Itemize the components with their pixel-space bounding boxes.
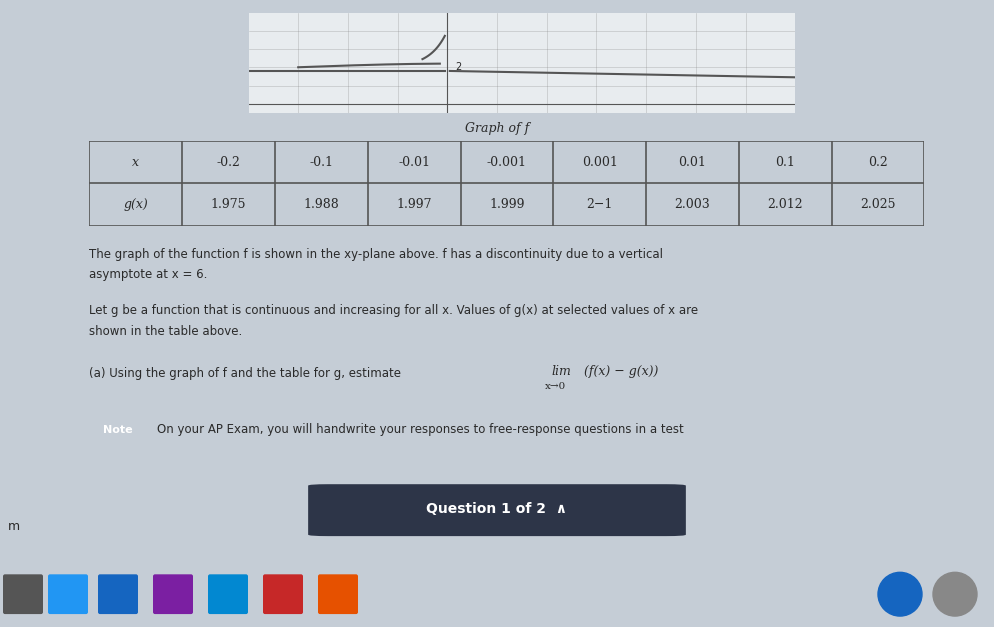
FancyBboxPatch shape <box>48 574 88 614</box>
Text: 1.999: 1.999 <box>489 198 525 211</box>
Text: (a) Using the graph of f and the table for g, estimate: (a) Using the graph of f and the table f… <box>89 367 402 380</box>
Text: 1.988: 1.988 <box>303 198 339 211</box>
Text: -0.001: -0.001 <box>487 155 527 169</box>
Text: m: m <box>8 520 20 533</box>
FancyBboxPatch shape <box>153 574 193 614</box>
Text: The graph of the function f is shown in the xy-plane above. f has a discontinuit: The graph of the function f is shown in … <box>89 248 663 261</box>
Text: -0.01: -0.01 <box>399 155 430 169</box>
Text: Let g be a function that is continuous and increasing for all x. Values of g(x) : Let g be a function that is continuous a… <box>89 304 699 317</box>
Text: 0.1: 0.1 <box>775 155 795 169</box>
FancyBboxPatch shape <box>318 574 358 614</box>
FancyBboxPatch shape <box>308 484 686 536</box>
FancyBboxPatch shape <box>3 574 43 614</box>
Text: shown in the table above.: shown in the table above. <box>89 325 243 338</box>
Text: asymptote at x = 6.: asymptote at x = 6. <box>89 268 208 282</box>
Text: g(x): g(x) <box>123 198 148 211</box>
Text: -0.1: -0.1 <box>309 155 333 169</box>
Text: 0.2: 0.2 <box>868 155 888 169</box>
Text: 1.997: 1.997 <box>397 198 432 211</box>
Text: Note: Note <box>103 425 133 435</box>
Text: 2.003: 2.003 <box>675 198 711 211</box>
Text: 2−1: 2−1 <box>586 198 613 211</box>
Text: 0.01: 0.01 <box>679 155 707 169</box>
FancyBboxPatch shape <box>98 574 138 614</box>
Circle shape <box>933 572 977 616</box>
Text: 0.001: 0.001 <box>581 155 617 169</box>
Text: (f(x) − g(x)): (f(x) − g(x)) <box>584 365 659 378</box>
FancyBboxPatch shape <box>208 574 248 614</box>
Text: x: x <box>132 155 139 169</box>
Text: 2.025: 2.025 <box>860 198 896 211</box>
Text: On your AP Exam, you will handwrite your responses to free-response questions in: On your AP Exam, you will handwrite your… <box>157 423 684 436</box>
Text: Question 1 of 2  ∧: Question 1 of 2 ∧ <box>426 502 568 517</box>
Text: 2: 2 <box>455 62 461 72</box>
Text: x→0: x→0 <box>545 382 566 391</box>
FancyBboxPatch shape <box>263 574 303 614</box>
Text: 2.012: 2.012 <box>767 198 803 211</box>
Text: -0.2: -0.2 <box>217 155 241 169</box>
Text: 1.975: 1.975 <box>211 198 247 211</box>
Circle shape <box>878 572 922 616</box>
Text: Graph of f: Graph of f <box>465 122 529 135</box>
Text: lim: lim <box>552 365 572 378</box>
